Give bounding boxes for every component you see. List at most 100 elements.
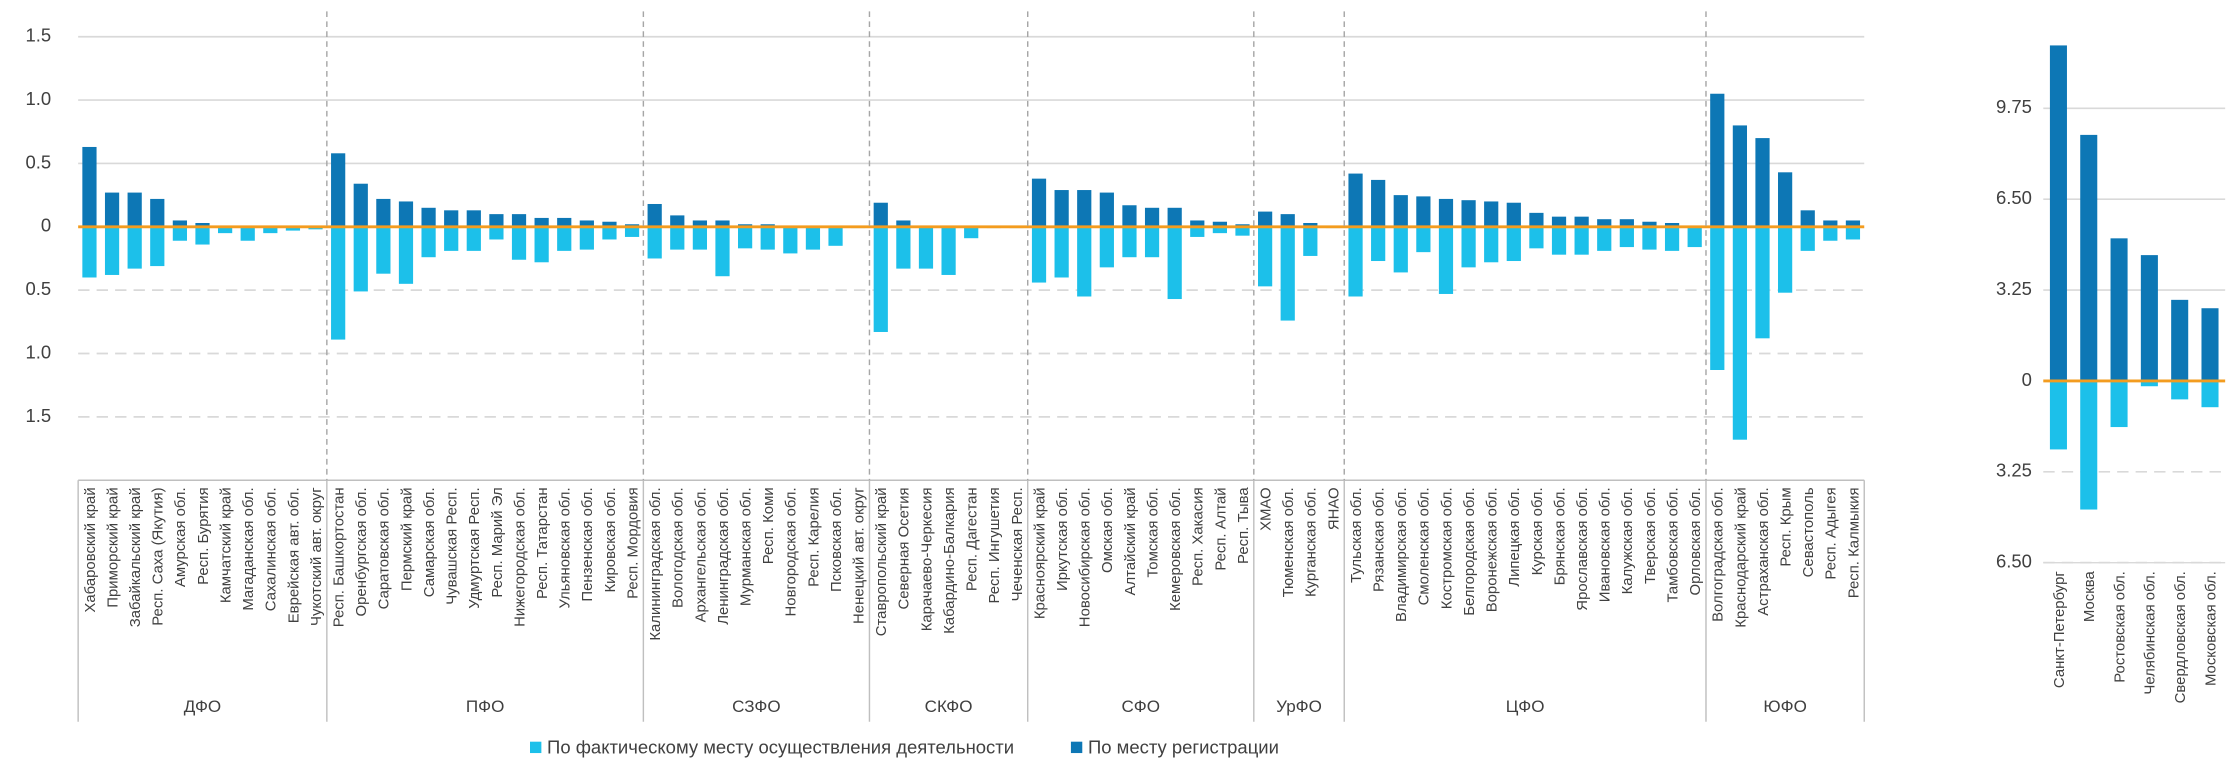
x-tick-label: Псковская обл. — [829, 487, 845, 592]
x-tick-label: Красноярский край — [1032, 487, 1048, 619]
x-tick-label: Ненецкий авт. округ — [852, 487, 868, 624]
bar — [1122, 226, 1137, 258]
bar — [1190, 226, 1205, 237]
bar — [670, 226, 685, 250]
y-tick-label: 1.5 — [25, 25, 51, 46]
group-label: ЮФО — [1763, 697, 1806, 716]
bar — [1529, 226, 1544, 249]
bar — [511, 226, 527, 260]
bar — [1054, 190, 1069, 227]
x-tick-label: Приморский край — [105, 487, 121, 607]
bar — [1393, 195, 1408, 227]
bar — [353, 226, 368, 292]
x-tick-label: Кемеровская обл. — [1168, 487, 1184, 611]
x-tick-label: Удмуртская Респ. — [467, 487, 483, 608]
bar — [1235, 226, 1250, 236]
y-tick-label: 1.0 — [25, 88, 51, 109]
x-tick-label: Ульяновская обл. — [558, 487, 574, 608]
x-tick-label: Хабаровский край — [83, 487, 99, 612]
bar — [466, 226, 481, 251]
bar — [1845, 220, 1861, 227]
x-tick-label: Курганская обл. — [1304, 487, 1320, 597]
x-tick-label: Пермский край — [399, 487, 415, 591]
bar — [2080, 134, 2098, 381]
bar — [331, 226, 346, 340]
bar — [1484, 226, 1499, 263]
x-tick-label: Респ. Саха (Якутия) — [151, 487, 167, 625]
x-tick-label: ХМАО — [1258, 487, 1274, 531]
bar — [195, 226, 210, 245]
x-tick-label: Оренбургская обл. — [354, 487, 370, 616]
bar — [1506, 202, 1521, 227]
legend-swatch — [530, 741, 542, 754]
bar — [896, 220, 911, 227]
bar — [172, 220, 187, 227]
x-tick-label: Липецкая обл. — [1507, 487, 1523, 586]
x-tick-label: Камчатский край — [218, 487, 234, 603]
x-tick-label: Тверская обл. — [1643, 487, 1659, 584]
bar — [1597, 219, 1612, 227]
y-tick-label: 0.5 — [25, 278, 51, 299]
bar — [421, 226, 436, 258]
bar — [557, 217, 572, 227]
x-tick-label: Самарская обл. — [422, 487, 438, 597]
bar — [1212, 221, 1227, 227]
x-tick-label: Мурманская обл. — [738, 487, 754, 606]
x-tick-label: Респ. Татарстан — [535, 487, 551, 599]
bar — [1099, 226, 1114, 268]
bar — [941, 226, 956, 275]
bar — [421, 207, 436, 227]
bar — [1710, 226, 1725, 370]
x-tick-label: Костромская обл. — [1439, 487, 1455, 609]
y-tick-label: 0 — [2022, 369, 2032, 390]
bar — [1642, 221, 1657, 227]
bar — [2049, 45, 2067, 381]
bar — [2201, 308, 2219, 381]
bar — [1687, 226, 1702, 248]
bar — [1800, 226, 1815, 251]
bar — [1574, 226, 1589, 255]
bar — [1416, 196, 1431, 227]
bar — [511, 214, 527, 227]
x-tick-label: Ставропольский край — [874, 487, 890, 636]
bar — [2201, 380, 2219, 408]
bar — [444, 226, 459, 251]
bar — [1823, 220, 1838, 227]
bar — [873, 226, 888, 332]
bar — [1438, 226, 1454, 294]
x-tick-label: Сахалинская обл. — [264, 487, 280, 611]
bar — [896, 226, 911, 269]
x-tick-label: Волгоградская обл. — [1711, 487, 1727, 622]
x-tick-label: Челябинская обл. — [2143, 571, 2159, 694]
bar — [172, 226, 187, 241]
x-tick-label: Калининградская обл. — [648, 487, 664, 640]
bar — [534, 226, 549, 263]
x-tick-label: Респ. Марий Эл — [490, 487, 506, 597]
x-tick-label: Ивановская обл. — [1598, 487, 1614, 602]
x-tick-label: Санкт-Петербург — [2052, 571, 2068, 688]
x-tick-label: Москва — [2082, 570, 2098, 622]
bar — [285, 226, 301, 231]
bar — [1031, 178, 1047, 227]
x-tick-label: Респ. Коми — [761, 487, 777, 564]
bar — [1122, 205, 1137, 227]
bar — [240, 226, 255, 241]
bar — [1416, 226, 1431, 253]
x-tick-label: Респ. Калмыкия — [1846, 487, 1862, 598]
y-tick-label: 1.0 — [25, 341, 51, 362]
x-tick-label: Респ. Тыва — [1236, 487, 1252, 564]
y-tick-label: 1.5 — [25, 405, 51, 426]
x-tick-label: Омская обл. — [1100, 487, 1116, 573]
bar — [1574, 216, 1589, 227]
bar — [82, 146, 97, 227]
x-tick-label: Чукотский авт. округ — [309, 487, 325, 626]
x-tick-label: Новгородская обл. — [784, 487, 800, 616]
bar — [1529, 212, 1544, 227]
bar — [398, 201, 414, 227]
x-tick-label: Краснодарский край — [1733, 487, 1749, 627]
bar — [1212, 226, 1227, 234]
bar — [489, 226, 504, 240]
group-label: СКФО — [925, 697, 973, 716]
bar — [805, 226, 821, 250]
bar — [218, 226, 233, 234]
